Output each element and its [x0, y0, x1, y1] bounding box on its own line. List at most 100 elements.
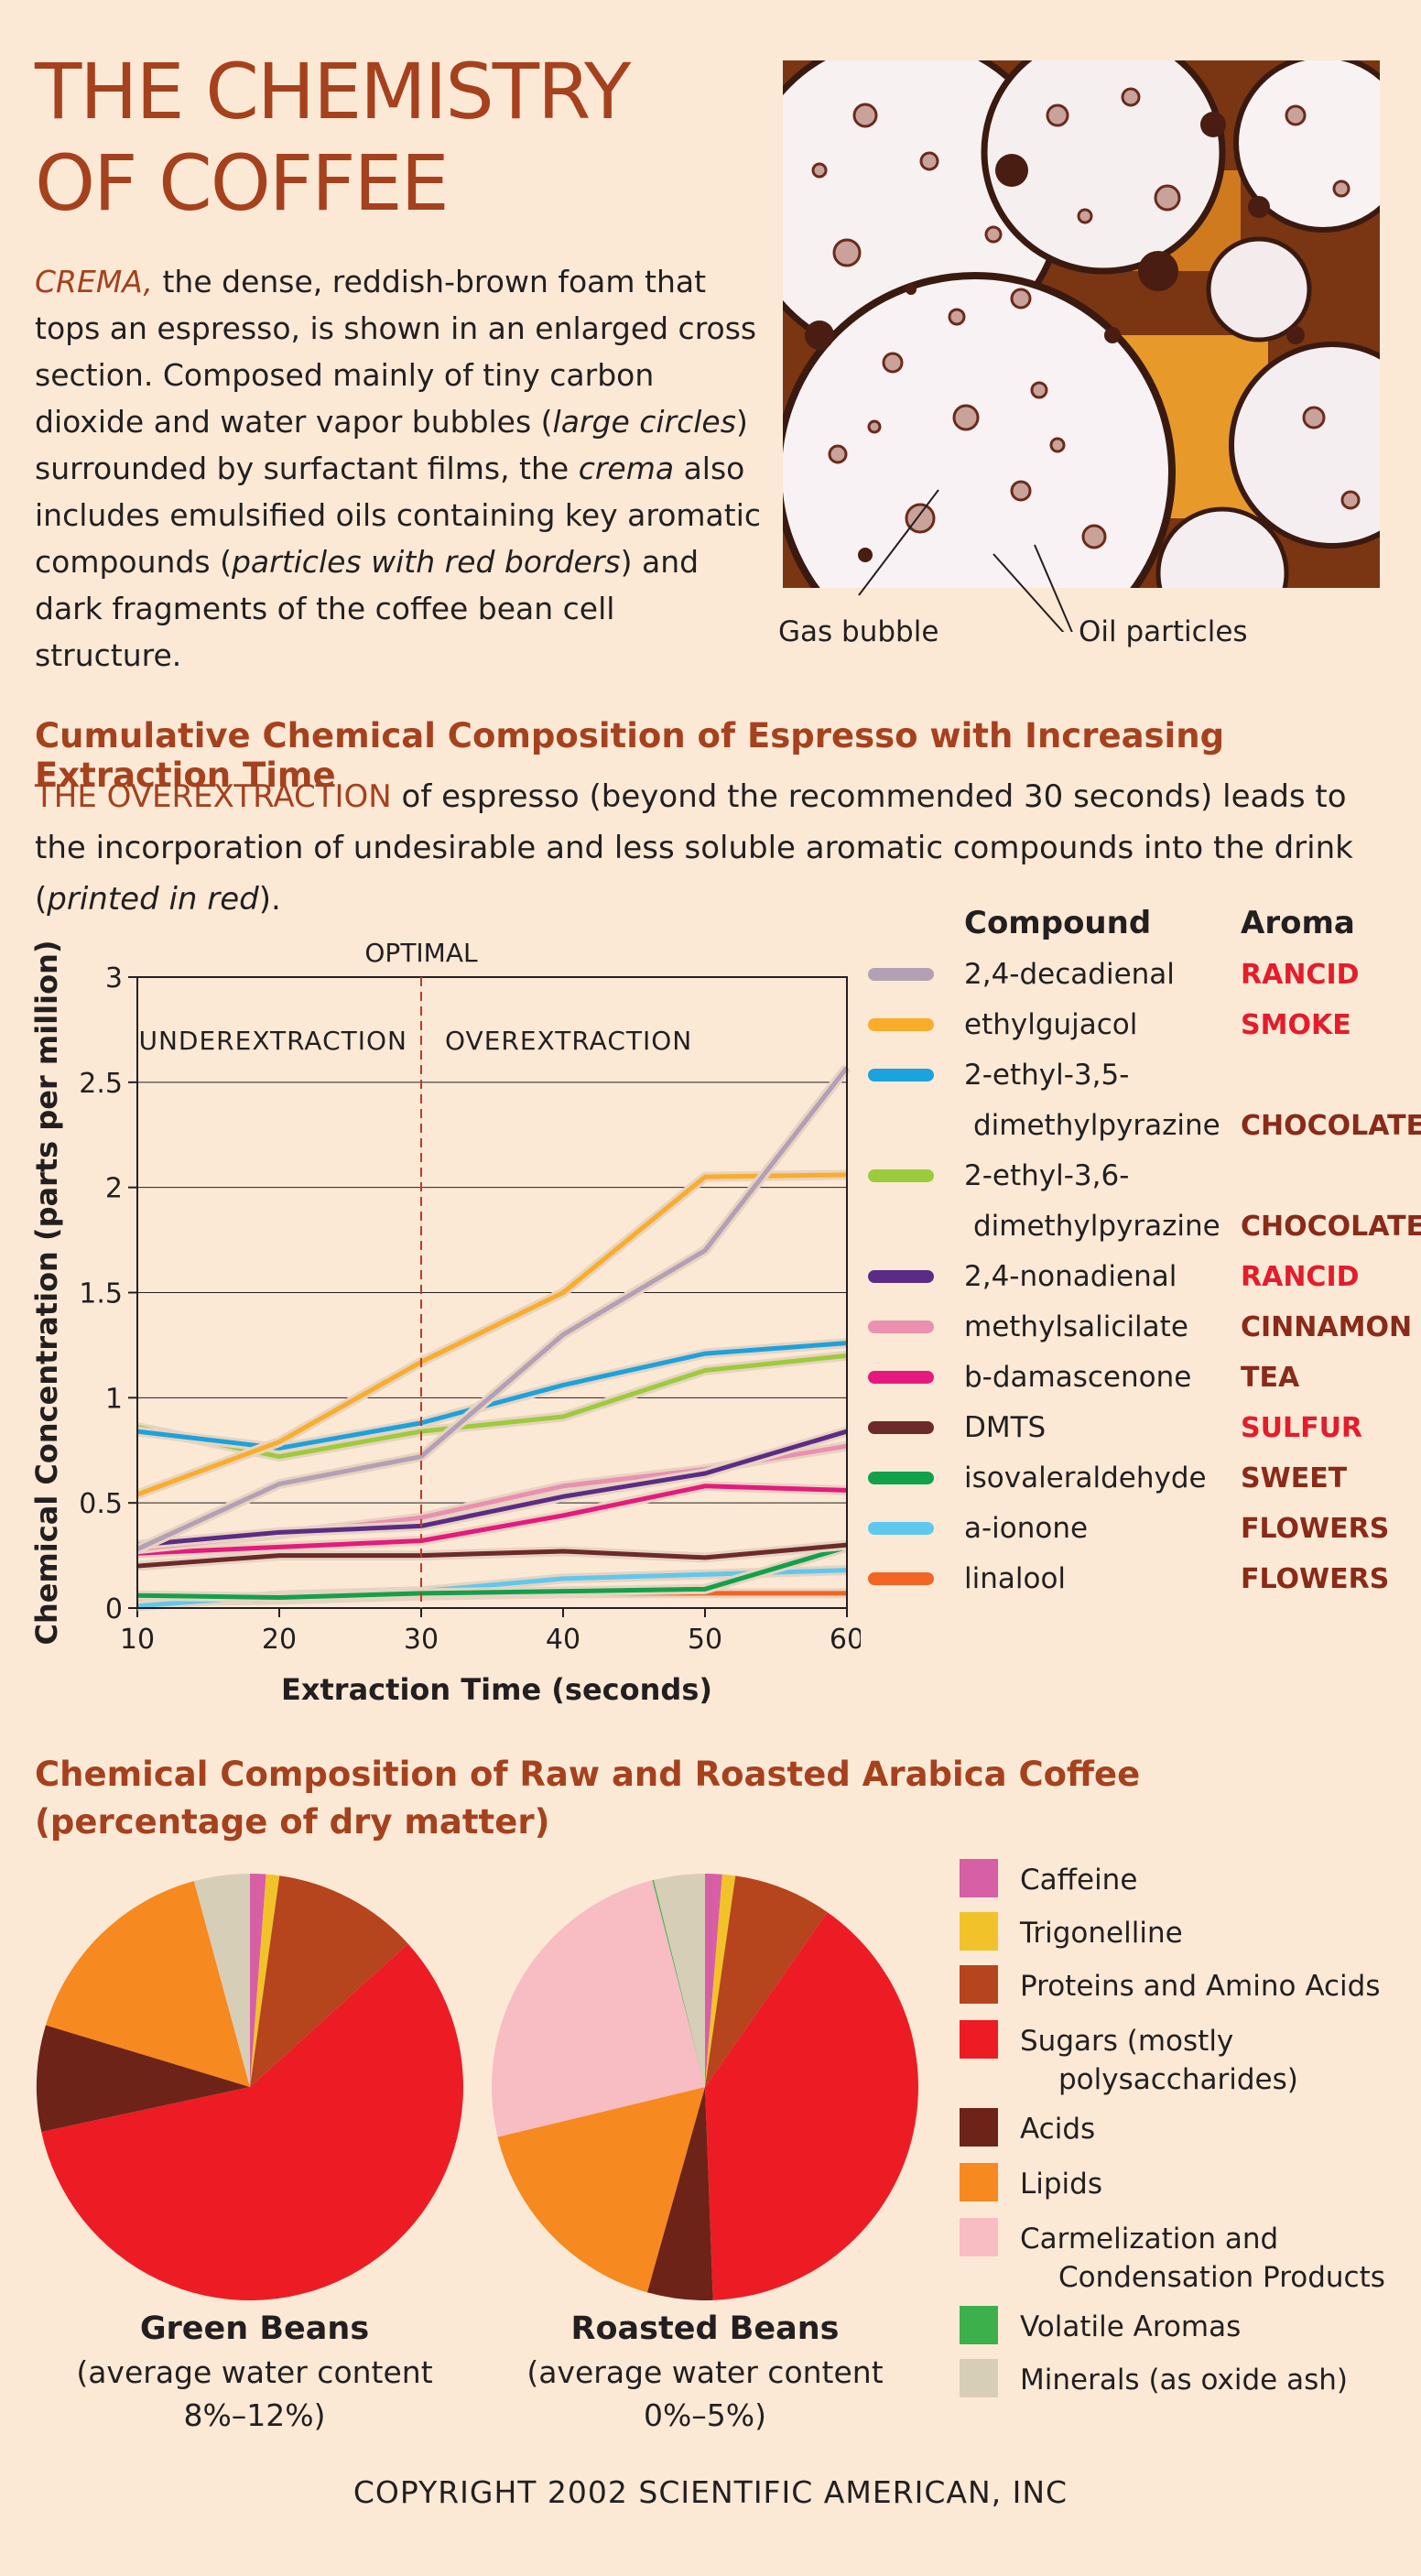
- intro-paragraph: CREMA, the dense, reddish-brown foam tha…: [35, 258, 767, 679]
- overextraction-label: OVEREXTRACTION: [445, 1026, 692, 1056]
- pie-legend-swatch: [960, 1912, 998, 1951]
- legend-row: 2,4-nonadienal RANCID: [868, 1252, 1408, 1302]
- x-tick-label: 40: [546, 1624, 580, 1656]
- intro-text-1: the dense, reddish-brown foam that tops …: [35, 264, 757, 440]
- y-axis-label: Chemical Concentration (parts per millio…: [29, 940, 64, 1645]
- legend-compound-name: DMTS: [964, 1411, 1047, 1444]
- pie-legend-swatch: [960, 2359, 998, 2397]
- pie-slice-caffeine: [705, 1874, 722, 2087]
- pie-slice-acids: [646, 2087, 713, 2300]
- pie-legend-swatch: [960, 2020, 998, 2059]
- pie-slice-carmelization: [492, 1880, 705, 2137]
- photo-callout-lines: [858, 489, 1073, 632]
- pie-legend-swatch: [960, 2163, 998, 2201]
- legend-aroma: RANCID: [1241, 1261, 1360, 1293]
- pie-legend-label: Caffeine: [1020, 1864, 1138, 1897]
- pie-slice-sugars: [41, 1943, 463, 2300]
- pie-slice-volatile: [652, 1879, 705, 2087]
- line-chart-title: Cumulative Chemical Composition of Espre…: [35, 716, 1225, 795]
- intro-lead: CREMA,: [35, 264, 153, 299]
- pie-legend-label: Volatile Aromas: [1020, 2310, 1242, 2343]
- green-beans-note-2: 8%–12%): [183, 2397, 326, 2433]
- legend-row: linalool FLOWERS: [868, 1554, 1408, 1604]
- legend-aroma: CINNAMON: [1241, 1311, 1413, 1343]
- roasted-beans-note-1: (average water content: [526, 2354, 884, 2390]
- intro-emph-1: large circles: [552, 404, 736, 440]
- x-tick-label: 10: [120, 1624, 155, 1656]
- page-title: THE CHEMISTRY OF COFFEE: [35, 46, 631, 229]
- pie-legend-label: Acids: [1020, 2113, 1096, 2146]
- pie-slice-lipids: [497, 2087, 705, 2293]
- legend-compound-header: Compound: [964, 905, 1152, 941]
- optimal-label: OPTIMAL: [364, 938, 478, 968]
- y-tick-label: 2: [105, 1173, 123, 1205]
- oil-particles-label: Oil particles: [1079, 615, 1248, 648]
- pie-green-beans: [36, 1874, 463, 2300]
- legend-row: a-ionone FLOWERS: [868, 1504, 1408, 1554]
- pie-legend-swatch: [960, 2218, 998, 2256]
- gas-bubble-label: Gas bubble: [778, 615, 939, 648]
- pie-section-title-line-1: Chemical Composition of Raw and Roasted …: [35, 1755, 1141, 1794]
- pie-slice-trigonelline: [250, 1874, 280, 2087]
- series-line-b-damascenone: [136, 1484, 848, 1556]
- legend-swatch: [868, 1169, 934, 1182]
- pie-legend-label: Carmelization and Condensation Products: [1020, 2223, 1385, 2294]
- overextraction-emph: printed in red: [47, 881, 259, 918]
- oil-particle-pointer-1: [993, 553, 1065, 632]
- legend-aroma: SWEET: [1241, 1462, 1348, 1495]
- legend-aroma: RANCID: [1241, 959, 1360, 991]
- legend-swatch: [868, 1018, 934, 1031]
- legend-swatch: [868, 1421, 934, 1434]
- pie-slice-sugars: [705, 1912, 919, 2300]
- overextraction-text-2: ).: [258, 881, 281, 918]
- pie-section-title: Chemical Composition of Raw and Roasted …: [35, 1751, 1140, 1846]
- pie-slice-minerals: [653, 1874, 705, 2087]
- legend-aroma: FLOWERS: [1241, 1563, 1390, 1595]
- gas-bubble-pointer: [858, 489, 939, 596]
- legend-row: 2-ethyl-3,5- dimethylpyrazine CHOCOLATE: [868, 1050, 1421, 1142]
- overextraction-text-1: of espresso (beyond the recommended 30 s…: [35, 778, 1353, 918]
- underextraction-label: UNDEREXTRACTION: [138, 1026, 407, 1056]
- pie-slice-acids: [36, 2025, 250, 2132]
- legend-compound-name: 2,4-nonadienal: [964, 1260, 1177, 1293]
- overextraction-paragraph: THE OVEREXTRACTION of espresso (beyond t…: [35, 771, 1390, 925]
- intro-emph-3: particles with red borders: [231, 544, 621, 580]
- pie-legend-swatch: [960, 1859, 998, 1897]
- legend-aroma: SULFUR: [1241, 1412, 1363, 1444]
- pie-legend-label: Trigonelline: [1020, 1917, 1183, 1950]
- intro-emph-2: crema: [578, 451, 675, 486]
- green-beans-title: Green Beans: [139, 2310, 370, 2347]
- y-tick-label: 1: [105, 1383, 123, 1415]
- pie-slice-proteins: [705, 1875, 828, 2087]
- pie-slice-minerals: [193, 1874, 250, 2087]
- line-chart: 0 0.5 1 1.5 2 2.5 3 10 20 30 40 50 60 OPTIMAL UNDEREXT…: [29, 938, 861, 1707]
- pie-legend-label: Minerals (as oxide ash): [1020, 2364, 1348, 2397]
- legend-compound-name: b-damascenone: [964, 1361, 1192, 1394]
- series-line-halo: [135, 1064, 852, 1554]
- legend-row: ethylgujacol SMOKE: [868, 1000, 1408, 1050]
- legend-compound-name: isovaleraldehyde: [964, 1462, 1207, 1495]
- roasted-beans-caption: Roasted Beans (average water content 0%–…: [485, 2308, 925, 2437]
- y-tick-label: 3: [105, 962, 123, 995]
- intro-text-4: ) and dark fragments of the coffee bean …: [35, 544, 700, 673]
- green-beans-caption: Green Beans (average water content 8%–12…: [35, 2308, 474, 2437]
- pie-slice-trigonelline: [705, 1874, 736, 2087]
- y-tick-label: 0: [105, 1593, 123, 1625]
- legend-compound-name: 2-ethyl-3,6-: [964, 1159, 1130, 1192]
- intro-text-2: ) surrounded by surfactant films, the: [35, 404, 748, 486]
- legend-compound-name: methylsalicilate: [964, 1310, 1188, 1343]
- pie-legend-label: Proteins and Amino Acids: [1020, 1970, 1381, 2003]
- title-line-1: THE CHEMISTRY: [35, 47, 631, 136]
- legend-swatch: [868, 1270, 934, 1283]
- x-axis-label: Extraction Time (seconds): [281, 1672, 712, 1707]
- roasted-beans-note-2: 0%–5%): [643, 2397, 767, 2433]
- legend-swatch: [868, 1069, 934, 1081]
- legend-swatch: [868, 1321, 934, 1333]
- legend-aroma: CHOCOLATE: [1241, 1110, 1421, 1142]
- legend-swatch: [868, 1522, 934, 1535]
- pie-section-title-line-2: (percentage of dry matter): [35, 1802, 550, 1842]
- roasted-beans-title: Roasted Beans: [570, 2310, 840, 2347]
- title-line-2: OF COFFEE: [35, 138, 450, 228]
- copyright: COPYRIGHT 2002 SCIENTIFIC AMERICAN, INC: [353, 2474, 1068, 2510]
- pie-legend-label: Sugars (mostly polysaccharides): [1020, 2025, 1298, 2096]
